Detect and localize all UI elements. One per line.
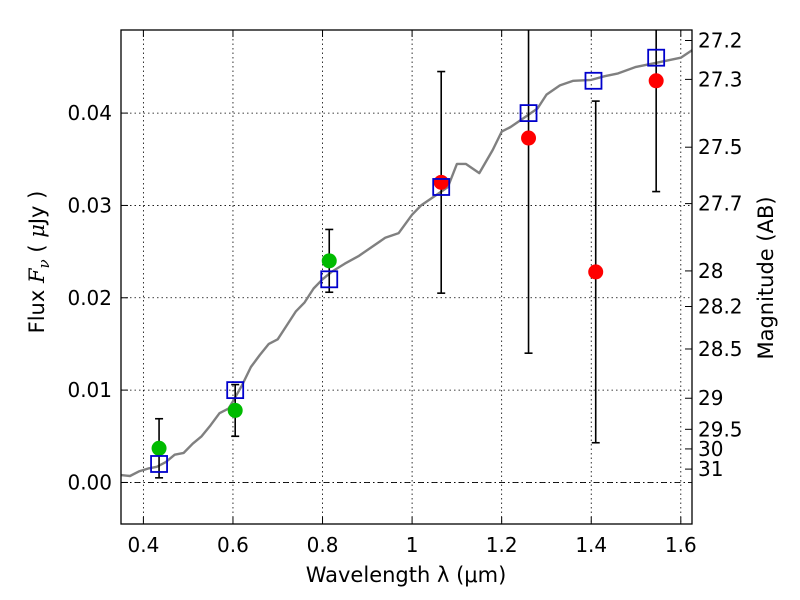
y-tick-label: 0.02	[67, 286, 112, 310]
y-label-unit: Jy )	[25, 191, 49, 227]
right-tick-label: 31	[698, 457, 723, 481]
right-tick-label: 27.2	[698, 28, 743, 52]
axis-ticks: 0.4 0.6 0.8 1 1.2 1.4 1.6 0.00 0.01 0.02 0.03 0.04 2…	[67, 28, 742, 557]
y-label-variable: F	[25, 267, 49, 284]
sed-model-line	[120, 49, 693, 478]
model-square-point	[320, 270, 339, 289]
green-data-point	[321, 253, 337, 269]
y-axis-label-right: Magnitude (AB)	[754, 196, 778, 359]
green-data-point	[151, 440, 167, 456]
red-data-point	[648, 73, 664, 89]
right-tick-label: 27.7	[698, 192, 743, 216]
red-data-point	[433, 174, 449, 190]
plot-frame	[120, 29, 693, 525]
green-data-point	[227, 402, 243, 418]
model-square-point	[647, 48, 666, 67]
x-tick-label: 1.2	[486, 533, 518, 557]
model-square-point	[584, 71, 603, 90]
data-markers	[150, 48, 666, 473]
x-tick-label: 1	[406, 533, 419, 557]
model-square-point	[432, 178, 451, 196]
y-label-prefix: Flux	[25, 283, 49, 333]
x-axis-label: Wavelength λ (μm)	[306, 563, 507, 587]
x-tick-label: 0.8	[307, 533, 339, 557]
right-tick-label: 28	[698, 259, 723, 283]
right-tick-label: 27.3	[698, 67, 743, 91]
model-square-point	[226, 381, 245, 400]
x-tick-label: 0.4	[127, 533, 159, 557]
model-square-point	[519, 104, 538, 123]
right-tick-label: 27.5	[698, 135, 743, 159]
right-tick-label: 29	[698, 386, 723, 410]
y-label-open: (	[25, 238, 49, 260]
right-tick-label: 28.2	[698, 295, 743, 319]
y-tick-label: 0.01	[67, 378, 112, 402]
model-spectrum	[120, 49, 693, 478]
x-tick-label: 1.4	[575, 533, 607, 557]
y-label-mu: μ	[25, 224, 49, 238]
y-axis-label-left: Flux Fν ( μJy )	[25, 191, 53, 334]
right-tick-label: 28.5	[698, 337, 743, 361]
model-square-point	[150, 455, 168, 473]
y-tick-label: 0.04	[67, 101, 112, 125]
y-tick-label: 0.03	[67, 193, 112, 217]
red-data-point	[521, 130, 537, 146]
right-tick-label: 29.5	[698, 417, 743, 441]
y-label-subscript: ν	[35, 259, 53, 268]
red-data-point	[588, 264, 604, 280]
x-tick-label: 1.6	[665, 533, 697, 557]
x-tick-label: 0.6	[217, 533, 249, 557]
y-tick-label: 0.00	[67, 470, 112, 494]
right-tick-label: 30	[698, 437, 723, 461]
